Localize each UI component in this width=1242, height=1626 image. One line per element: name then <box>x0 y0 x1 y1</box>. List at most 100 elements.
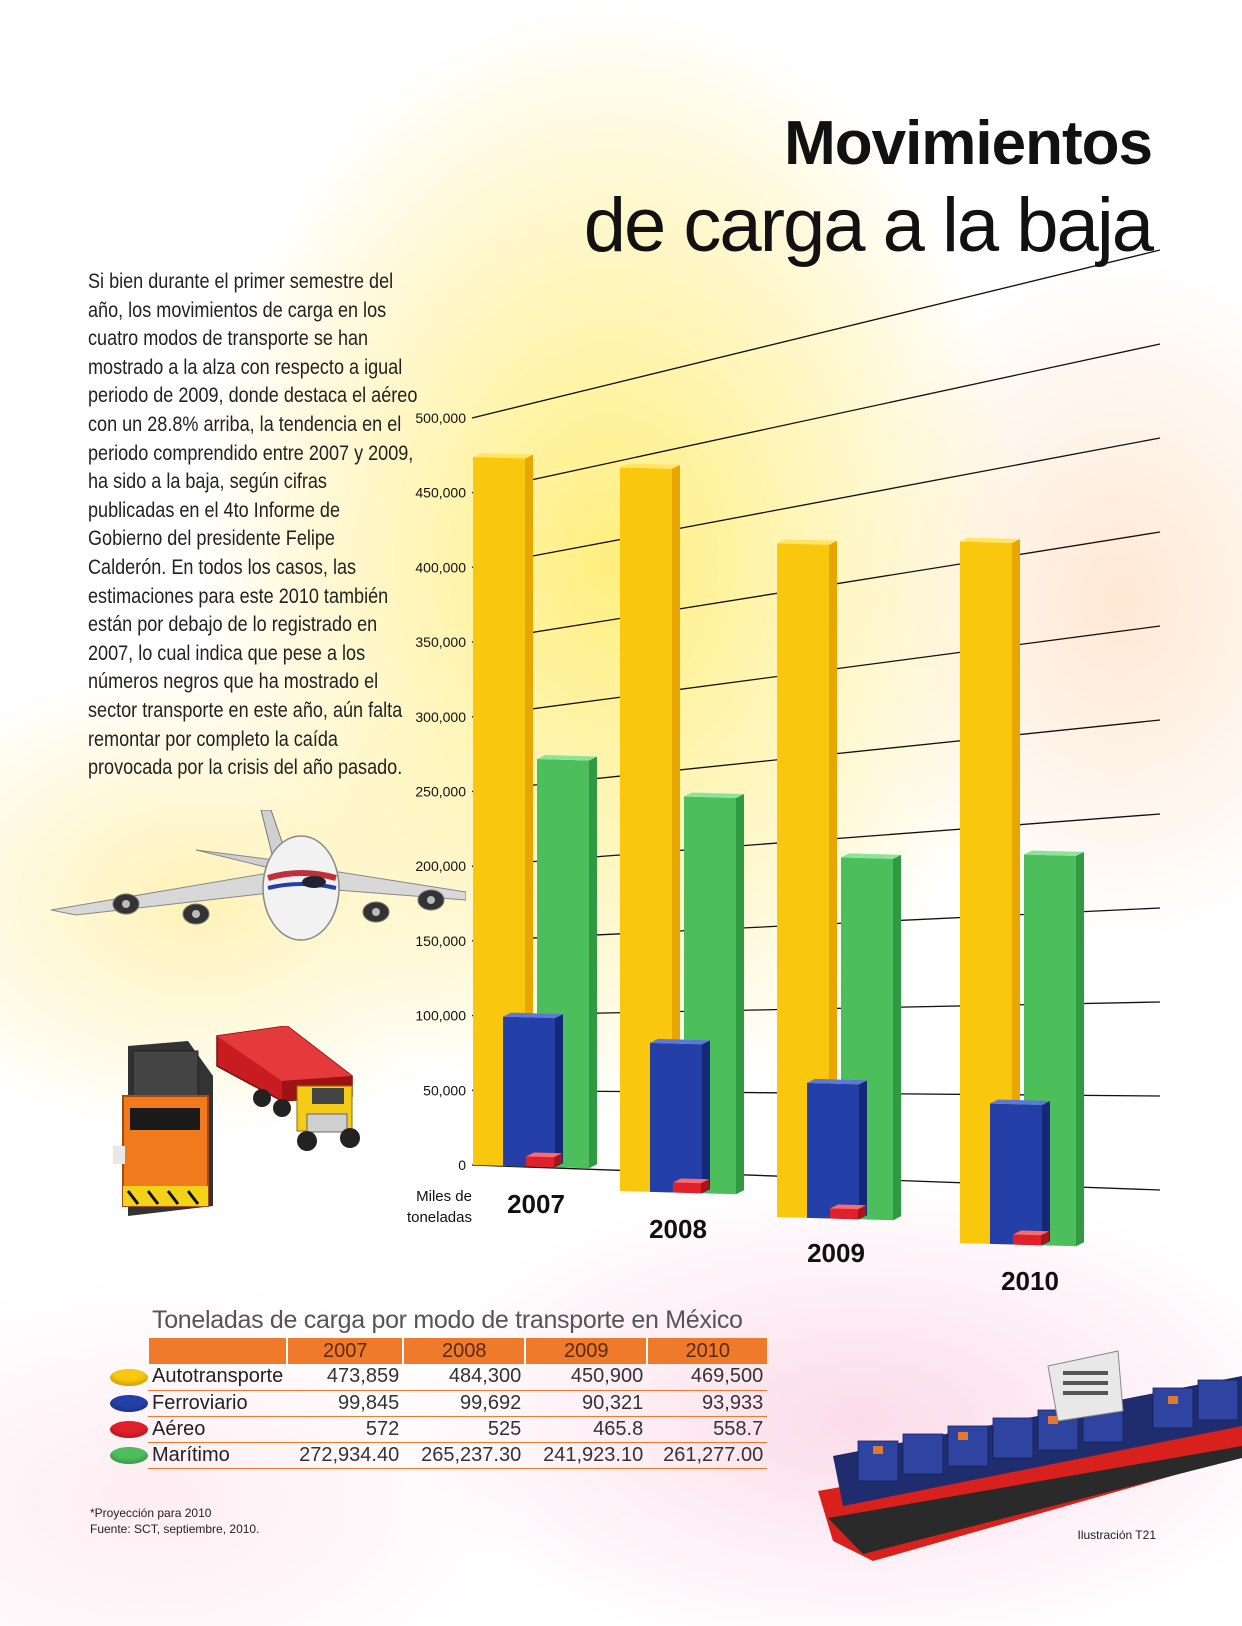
x-tick-label: 2009 <box>807 1238 865 1268</box>
bar-face <box>960 541 1012 1245</box>
table-cell: 241,923.10 <box>525 1442 648 1469</box>
row-label: Autotransporte <box>148 1364 288 1391</box>
bar-top <box>620 463 680 469</box>
table-cell: 93,933 <box>647 1390 768 1417</box>
bar-top <box>960 537 1020 544</box>
bar-side <box>736 793 744 1195</box>
bar-ferroviario-2009 <box>807 1078 867 1220</box>
table-cell: 99,845 <box>287 1390 404 1417</box>
bar-face <box>1013 1234 1041 1246</box>
bar-autotransporte-2007 <box>473 453 533 1167</box>
table-cell: 469,500 <box>647 1364 768 1391</box>
table-row: Aéreo 572 525 465.8 558.7 <box>100 1416 768 1443</box>
footnote-source: Fuente: SCT, septiembre, 2010. <box>90 1522 260 1536</box>
illustration-credit: Ilustración T21 <box>1077 1528 1157 1542</box>
bar-side <box>1041 1231 1049 1246</box>
y-tick-label: 200,000 <box>415 858 466 874</box>
row-label: Marítimo <box>148 1442 288 1469</box>
table-cell: 272,934.40 <box>287 1442 404 1469</box>
y-tick-labels: 0 50,000 100,000 150,000 200,000 250,000 300,0… <box>415 410 466 1173</box>
y-tick-label: 100,000 <box>415 1008 466 1024</box>
airplane-illustration <box>50 810 466 941</box>
col-header: 2008 <box>403 1338 527 1364</box>
y-tick-label: 250,000 <box>415 784 466 800</box>
bar-top <box>537 755 597 761</box>
cargo-ship-illustration <box>818 1350 1242 1561</box>
gridline <box>471 437 1161 569</box>
bar-face <box>650 1042 702 1194</box>
bar-aéreo-2007 <box>526 1152 562 1168</box>
bar-side <box>1076 851 1084 1247</box>
locomotive-illustration <box>113 1041 213 1216</box>
bar-autotransporte-2008 <box>620 463 680 1193</box>
bar-side <box>858 1205 866 1220</box>
aereo-swatch <box>110 1420 148 1438</box>
bar-side <box>672 464 680 1193</box>
data-table: 2007 2008 2009 2010 Autotransporte 473,8… <box>100 1338 768 1469</box>
bar-side <box>589 756 597 1169</box>
bar-face <box>990 1103 1042 1246</box>
bar-top <box>684 792 744 798</box>
bar-ferroviario-2010 <box>990 1099 1050 1246</box>
col-header: 2009 <box>525 1338 649 1364</box>
bar-top <box>841 853 901 859</box>
bar-autotransporte-2010 <box>960 537 1020 1245</box>
bar-side <box>859 1080 867 1220</box>
bar-aéreo-2010 <box>1013 1230 1049 1246</box>
bar-autotransporte-2009 <box>777 539 837 1219</box>
bar-face <box>620 467 672 1193</box>
table-row: Ferroviario 99,845 99,692 90,321 93,933 <box>100 1390 768 1417</box>
bar-face <box>830 1208 858 1220</box>
bar-face <box>673 1182 701 1194</box>
bar-top <box>473 453 533 459</box>
bars <box>473 453 1084 1247</box>
table-cell: 465.8 <box>525 1416 648 1443</box>
bar-side <box>555 1014 563 1168</box>
table-cell: 99,692 <box>403 1390 526 1417</box>
bar-face <box>807 1082 859 1220</box>
table-cell: 484,300 <box>403 1364 526 1391</box>
y-tick-label: 400,000 <box>415 559 466 575</box>
maritimo-swatch <box>110 1446 148 1464</box>
bar-aéreo-2009 <box>830 1204 866 1220</box>
y-axis-label-line1: Miles de <box>416 1188 472 1205</box>
table-row: Autotransporte 473,859 484,300 450,900 4… <box>100 1364 768 1391</box>
bar-chart: 0 50,000 100,000 150,000 200,000 250,000 300,0… <box>407 249 1161 1296</box>
bar-side <box>701 1179 709 1194</box>
y-tick-label: 300,000 <box>415 709 466 725</box>
bar-top <box>830 1204 866 1210</box>
col-header: 2010 <box>647 1338 768 1364</box>
bar-side <box>554 1153 562 1168</box>
row-label: Aéreo <box>148 1416 288 1443</box>
bar-top <box>1013 1230 1049 1236</box>
table-cell: 572 <box>287 1416 404 1443</box>
table-cell: 261,277.00 <box>647 1442 768 1469</box>
bar-side <box>702 1040 710 1194</box>
bar-side <box>893 854 901 1221</box>
bar-top <box>650 1038 710 1045</box>
x-tick-label: 2007 <box>507 1189 565 1219</box>
y-tick-label: 0 <box>458 1157 466 1173</box>
page-subtitle: de carga a la baja <box>583 183 1154 268</box>
bar-face <box>473 457 525 1167</box>
gridline <box>471 249 1161 419</box>
bar-top <box>526 1152 562 1158</box>
bar-side <box>1012 539 1020 1245</box>
bar-aéreo-2008 <box>673 1178 709 1194</box>
bar-side <box>1042 1100 1050 1246</box>
table-header-row: 2007 2008 2009 2010 <box>100 1338 768 1364</box>
table-title: Toneladas de carga por modo de transport… <box>152 1306 743 1334</box>
table-cell: 473,859 <box>287 1364 404 1391</box>
label-header <box>148 1338 289 1364</box>
x-tick-label: 2010 <box>1001 1266 1059 1296</box>
bar-top <box>503 1012 563 1019</box>
bar-ferroviario-2007 <box>503 1012 563 1168</box>
autotransporte-swatch <box>110 1368 148 1386</box>
bar-ferroviario-2008 <box>650 1038 710 1194</box>
table-row: Marítimo 272,934.40 265,237.30 241,923.1… <box>100 1442 768 1469</box>
table-cell: 525 <box>403 1416 526 1443</box>
bar-top <box>990 1099 1050 1105</box>
bar-top <box>1024 850 1084 856</box>
intro-paragraph: Si bien durante el primer semestre del a… <box>88 270 418 780</box>
bar-face <box>777 543 829 1219</box>
